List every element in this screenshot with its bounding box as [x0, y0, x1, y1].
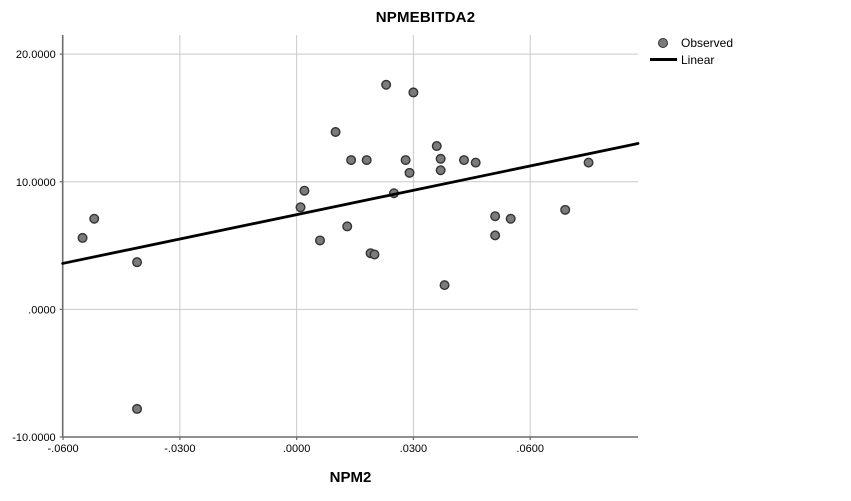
linear-line-icon — [649, 58, 677, 61]
data-point — [400, 155, 411, 166]
data-point — [439, 280, 450, 291]
data-point — [505, 213, 516, 224]
data-point — [408, 87, 419, 98]
legend-marker-box — [649, 58, 677, 61]
y-tick-label: .0000 — [28, 304, 56, 316]
x-tick-label: .0600 — [516, 443, 544, 455]
data-point — [132, 403, 143, 414]
legend-item-linear: Linear — [649, 51, 733, 68]
x-tick-label: -.0600 — [47, 443, 78, 455]
data-point — [77, 232, 88, 243]
data-point — [295, 202, 306, 213]
data-point — [369, 249, 380, 260]
data-point — [431, 141, 442, 152]
data-point — [435, 165, 446, 176]
legend-label-observed: Observed — [681, 35, 734, 50]
x-tick-label: -.0300 — [164, 443, 195, 455]
data-point — [470, 157, 481, 168]
y-tick-label: 10.0000 — [16, 177, 56, 189]
y-tick-label: 20.0000 — [16, 49, 56, 61]
data-point — [342, 221, 353, 232]
x-tick-label: .0000 — [283, 443, 311, 455]
legend-item-observed: Observed — [649, 34, 733, 51]
data-point — [404, 167, 415, 178]
data-point — [490, 230, 501, 241]
data-point — [299, 185, 310, 196]
data-point — [560, 204, 571, 215]
legend: Observed Linear — [649, 34, 733, 68]
data-point — [314, 235, 325, 246]
data-point — [132, 257, 143, 268]
chart-title: NPMEBITDA2 — [375, 9, 476, 26]
data-point — [330, 126, 341, 137]
data-point — [89, 213, 100, 224]
data-point — [583, 157, 594, 168]
observed-point-icon — [658, 37, 668, 48]
linear-fit-line — [61, 142, 640, 265]
data-point — [459, 155, 470, 166]
legend-marker-box — [649, 37, 677, 48]
data-point — [346, 155, 357, 166]
legend-label-linear: Linear — [681, 52, 715, 67]
data-point — [361, 155, 372, 166]
x-axis-title: NPM2 — [329, 469, 372, 486]
data-point — [490, 211, 501, 222]
x-tick-label: .0300 — [400, 443, 428, 455]
data-point — [435, 153, 446, 164]
data-point — [381, 79, 392, 90]
y-tick-label: -10.0000 — [12, 432, 55, 444]
